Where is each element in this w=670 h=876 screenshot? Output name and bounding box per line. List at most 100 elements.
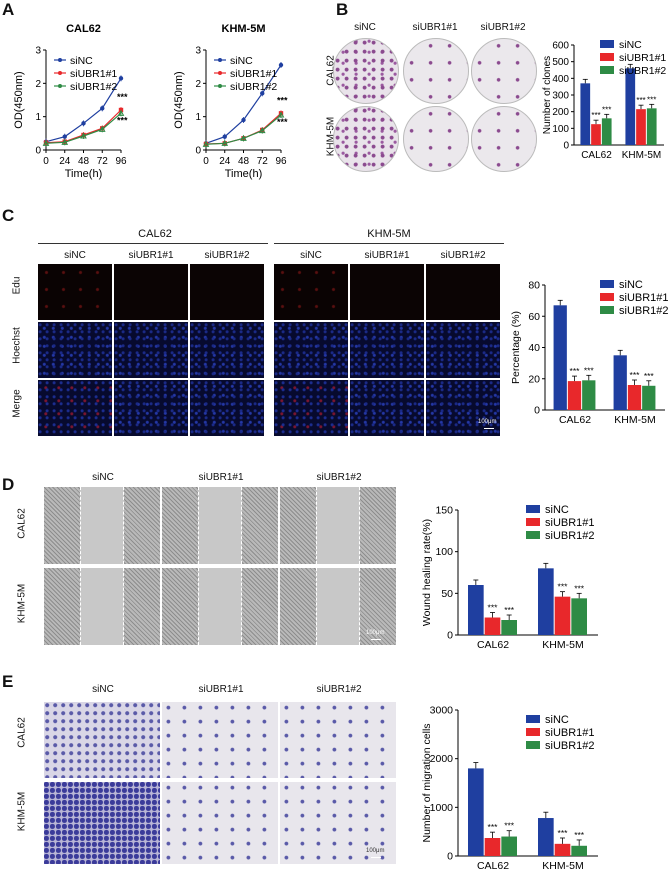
micrograph-merge bbox=[274, 380, 348, 436]
legend-marker bbox=[58, 71, 62, 75]
y-axis-label: Wound healing rate(%) bbox=[421, 519, 433, 626]
x-tick-label: 96 bbox=[275, 156, 287, 167]
panel-label-e: E bbox=[2, 672, 14, 691]
x-tick-label: 96 bbox=[115, 156, 127, 167]
micrograph-edu bbox=[114, 264, 188, 320]
micrograph-merge bbox=[114, 380, 188, 436]
col-header: siNC bbox=[64, 250, 86, 261]
data-point bbox=[260, 91, 265, 96]
legend-label: siUBR1#1 bbox=[619, 292, 669, 304]
scale-bar-label: 100μm bbox=[366, 848, 385, 854]
data-point bbox=[221, 139, 229, 146]
wound-image bbox=[280, 568, 396, 645]
legend-label: siUBR1#2 bbox=[70, 81, 117, 93]
legend-label: siUBR1#1 bbox=[619, 52, 666, 64]
significance-label: *** bbox=[644, 371, 655, 381]
col-header: siUBR1#2 bbox=[316, 684, 362, 695]
micrograph-edu bbox=[190, 264, 264, 320]
significance-label: *** bbox=[636, 96, 645, 105]
x-axis-label: Time(h) bbox=[225, 168, 262, 180]
legend-marker bbox=[218, 58, 222, 62]
micrograph-merge bbox=[190, 380, 264, 436]
y-tick-label: 3 bbox=[195, 46, 201, 57]
legend-label: siNC bbox=[545, 504, 569, 516]
chart-title: CAL62 bbox=[66, 23, 101, 35]
legend-swatch bbox=[600, 53, 614, 61]
significance-label: *** bbox=[558, 582, 569, 592]
data-point bbox=[98, 125, 106, 132]
panel-label-c: C bbox=[2, 206, 15, 225]
wound-image bbox=[162, 487, 278, 564]
bar bbox=[553, 305, 567, 410]
bar bbox=[582, 380, 596, 410]
data-point bbox=[278, 62, 284, 68]
bar bbox=[591, 124, 601, 145]
y-tick-label: 0 bbox=[195, 146, 201, 157]
y-tick-label: 0 bbox=[35, 146, 41, 157]
significance-label: *** bbox=[558, 828, 569, 838]
significance-label: *** bbox=[570, 366, 581, 376]
wound-image bbox=[280, 487, 396, 564]
x-tick-label: KHM-5M bbox=[542, 639, 583, 651]
significance-label: *** bbox=[630, 370, 641, 380]
legend-swatch bbox=[526, 728, 540, 736]
col-header: siUBR1#2 bbox=[204, 250, 250, 261]
significance-label: *** bbox=[602, 105, 611, 114]
wound-image bbox=[44, 487, 160, 564]
scale-bar bbox=[371, 857, 381, 858]
x-tick-label: CAL62 bbox=[559, 414, 591, 426]
legend-swatch bbox=[526, 505, 540, 513]
micrograph-hoechst bbox=[274, 322, 348, 378]
group-title: KHM-5M bbox=[367, 228, 411, 240]
legend-label: siUBR1#2 bbox=[545, 530, 595, 542]
x-axis-label: Time(h) bbox=[65, 168, 102, 180]
x-tick-label: 48 bbox=[78, 156, 90, 167]
data-point bbox=[258, 127, 266, 134]
bar bbox=[636, 109, 646, 145]
y-tick-label: 100 bbox=[552, 124, 569, 135]
col-header: siUBR1#1 bbox=[128, 250, 174, 261]
colony-plate bbox=[471, 106, 537, 172]
y-tick-label: 1 bbox=[195, 112, 201, 123]
legend-label: siNC bbox=[619, 279, 643, 291]
y-tick-label: 2 bbox=[195, 79, 201, 90]
y-tick-label: 20 bbox=[528, 373, 540, 385]
panel-e-chart: 0 1000 2000 3000 Number of migration cells CA… bbox=[421, 705, 598, 872]
y-tick-label: 400 bbox=[552, 74, 569, 85]
y-tick-label: 200 bbox=[552, 107, 569, 118]
bar bbox=[580, 83, 591, 145]
transwell-image bbox=[280, 702, 396, 778]
x-tick-label: 0 bbox=[43, 156, 49, 167]
x-tick-label: 24 bbox=[59, 156, 71, 167]
chart-title: KHM-5M bbox=[222, 23, 266, 35]
data-point bbox=[222, 134, 227, 139]
col-header: siUBR1#2 bbox=[316, 472, 362, 483]
y-axis-label: Number of clones bbox=[542, 56, 553, 134]
row-header: KHM-5M bbox=[16, 791, 28, 832]
data-point bbox=[241, 117, 246, 123]
scale-bar bbox=[371, 639, 381, 640]
data-point bbox=[118, 76, 124, 81]
significance-label: *** bbox=[117, 92, 128, 102]
significance-label: *** bbox=[504, 821, 515, 831]
y-tick-label: 100 bbox=[435, 546, 453, 558]
bar bbox=[468, 585, 484, 635]
micrograph-edu bbox=[38, 264, 112, 320]
micrograph-hoechst bbox=[350, 322, 424, 378]
significance-label: *** bbox=[277, 117, 288, 127]
group-divider bbox=[38, 243, 268, 244]
y-tick-label: 0 bbox=[534, 405, 540, 417]
col-header: siNC bbox=[92, 684, 114, 695]
col-header: siNC bbox=[92, 472, 114, 483]
y-tick-label: 1000 bbox=[430, 802, 454, 814]
scale-bar bbox=[484, 428, 494, 429]
bar bbox=[538, 818, 554, 856]
legend-marker bbox=[218, 71, 222, 75]
y-axis-label: OD(450nm) bbox=[173, 71, 185, 128]
x-tick-label: 72 bbox=[97, 156, 109, 167]
transwell-image bbox=[162, 782, 278, 864]
bar bbox=[484, 837, 501, 856]
y-tick-label: 3000 bbox=[430, 705, 454, 717]
